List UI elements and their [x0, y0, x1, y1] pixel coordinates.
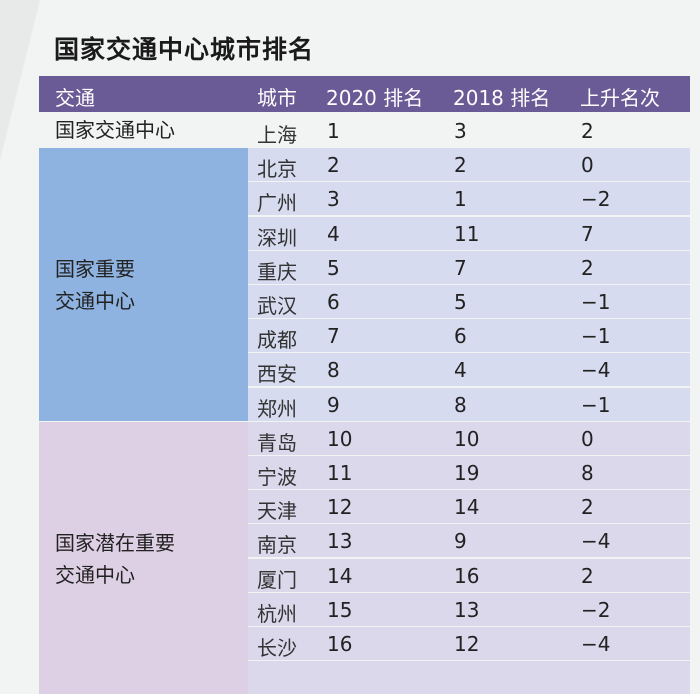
rank-2018-cell: 5	[454, 290, 467, 314]
table-row: 宁波 11 19 8	[248, 456, 690, 489]
rank-2020-cell: 9	[327, 392, 340, 417]
group-label-line: 国家交通中心	[55, 118, 175, 143]
rank-change-cell: −4	[581, 358, 611, 383]
rank-2020-cell: 7	[327, 324, 340, 349]
city-cell: 青岛	[257, 430, 297, 455]
rank-2020-cell: 11	[327, 461, 353, 485]
city-cell: 西安	[257, 362, 297, 387]
group-block: 国家重要 交通中心	[39, 148, 248, 421]
rank-2020-cell: 13	[327, 529, 353, 554]
city-cell: 武汉	[257, 294, 297, 318]
rank-2018-cell: 2	[454, 153, 467, 178]
rank-2020-cell: 8	[327, 358, 340, 383]
table-row: 北京 2 2 0	[248, 148, 690, 182]
city-cell: 上海	[257, 123, 297, 147]
group-label-line: 交通中心	[55, 562, 135, 587]
city-cell: 厦门	[257, 567, 297, 592]
background-shape	[0, 0, 40, 160]
rank-change-cell: −2	[581, 597, 611, 622]
city-cell: 北京	[257, 157, 297, 182]
rank-2018-cell: 13	[454, 597, 480, 622]
header-rank-2018: 2018 排名	[453, 86, 551, 110]
rank-change-cell: 7	[581, 221, 594, 246]
table-row: 青岛 10 10 0	[248, 421, 690, 455]
header-group: 交通	[55, 86, 95, 110]
city-cell: 长沙	[257, 636, 297, 660]
rank-2018-cell: 1	[454, 187, 467, 212]
rank-2018-cell: 12	[454, 632, 480, 656]
city-cell: 成都	[257, 328, 297, 353]
rank-change-cell: 2	[581, 563, 594, 588]
rank-2018-cell: 8	[454, 392, 467, 417]
group-label: 国家潜在重要 交通中心	[55, 527, 175, 591]
city-cell: 杭州	[257, 601, 297, 626]
table-row: 深圳 4 11 7	[248, 216, 690, 250]
group-label: 国家重要 交通中心	[55, 253, 135, 317]
table-row: 成都 7 6 −1	[248, 319, 690, 353]
table-row: 武汉 6 5 −1	[248, 285, 690, 318]
rank-change-cell: 0	[581, 153, 594, 178]
table-row: 天津 12 14 2	[248, 490, 690, 524]
rank-change-cell: 2	[581, 495, 594, 520]
rank-2020-cell: 14	[327, 563, 353, 588]
group-label-line: 交通中心	[55, 288, 135, 313]
rank-change-cell: 2	[581, 119, 594, 143]
rank-change-cell: −4	[581, 632, 611, 656]
rank-2018-cell: 10	[454, 426, 480, 451]
header-rank-2020: 2020 排名	[326, 86, 424, 110]
header-city: 城市	[257, 86, 297, 110]
table-row: 长沙 16 12 −4	[248, 627, 690, 660]
table-row: 杭州 15 13 −2	[248, 592, 690, 626]
group-label: 国家交通中心	[55, 114, 175, 146]
rank-2020-cell: 5	[327, 255, 340, 280]
city-cell: 郑州	[257, 396, 297, 421]
city-cell: 重庆	[257, 259, 297, 284]
group-block: 国家交通中心	[39, 114, 248, 148]
rank-2020-cell: 12	[327, 495, 353, 520]
rank-2020-cell: 4	[327, 221, 340, 246]
city-cell: 宁波	[257, 465, 297, 489]
table-row: 重庆 5 7 2	[248, 250, 690, 284]
group-label-line: 国家重要	[55, 256, 135, 281]
table-row: 上海 1 3 2	[248, 114, 690, 147]
header-rank-change: 上升名次	[580, 86, 660, 110]
city-cell: 南京	[257, 533, 297, 558]
rank-change-cell: 2	[581, 255, 594, 280]
table-header: 交通 城市 2020 排名 2018 排名 上升名次	[39, 76, 690, 112]
page-title: 国家交通中心城市排名	[54, 35, 315, 64]
table-row: 南京 13 9 −4	[248, 524, 690, 558]
rank-2020-cell: 10	[327, 426, 353, 451]
rank-change-cell: 8	[581, 461, 594, 485]
rank-2018-cell: 6	[454, 324, 467, 349]
city-cell: 深圳	[257, 225, 297, 250]
rank-change-cell: −2	[581, 187, 611, 212]
rank-2020-cell: 1	[327, 119, 340, 143]
rank-2018-cell: 9	[454, 529, 467, 554]
rank-2018-cell: 7	[454, 255, 467, 280]
rank-2018-cell: 3	[454, 119, 467, 143]
group-block: 国家潜在重要 交通中心	[39, 421, 248, 694]
rank-change-cell: −1	[581, 290, 611, 314]
city-cell: 广州	[257, 191, 297, 216]
group-label-line: 国家潜在重要	[55, 530, 175, 555]
rank-2020-cell: 15	[327, 597, 353, 622]
rank-change-cell: 0	[581, 426, 594, 451]
rank-2018-cell: 11	[454, 221, 480, 246]
city-cell: 天津	[257, 499, 297, 524]
rank-2018-cell: 14	[454, 495, 480, 520]
rank-2020-cell: 2	[327, 153, 340, 178]
rank-2018-cell: 4	[454, 358, 467, 383]
rank-2020-cell: 3	[327, 187, 340, 212]
table-row: 郑州 9 8 −1	[248, 387, 690, 421]
rank-change-cell: −4	[581, 529, 611, 554]
table-row: 厦门 14 16 2	[248, 558, 690, 592]
table-row: 西安 8 4 −4	[248, 353, 690, 387]
rank-2020-cell: 6	[327, 290, 340, 314]
rank-2018-cell: 16	[454, 563, 480, 588]
table-row: 广州 3 1 −2	[248, 182, 690, 216]
rank-2018-cell: 19	[454, 461, 480, 485]
rank-change-cell: −1	[581, 392, 611, 417]
rank-2020-cell: 16	[327, 632, 353, 656]
rank-change-cell: −1	[581, 324, 611, 349]
